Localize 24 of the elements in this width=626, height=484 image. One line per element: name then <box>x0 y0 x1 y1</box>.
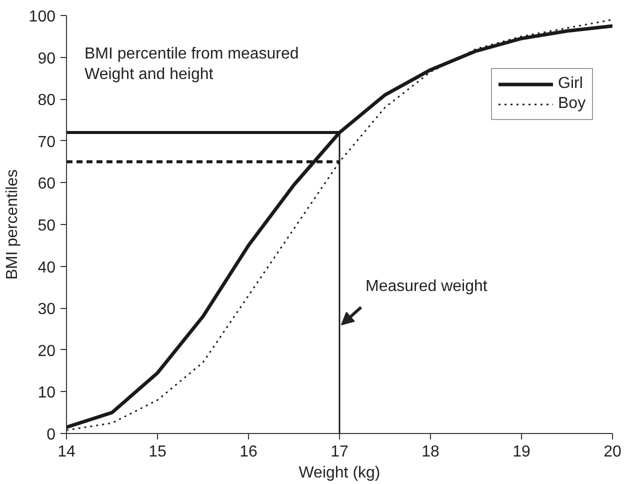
y-tick-label: 60 <box>38 176 56 193</box>
y-tick-label: 80 <box>38 92 56 110</box>
annotation: Measured weight <box>366 278 488 295</box>
annotation: BMI percentile from measured Weight and height <box>84 46 299 83</box>
x-tick-label: 18 <box>422 444 440 460</box>
y-tick-label: 50 <box>38 218 56 234</box>
y-tick-label: 30 <box>38 301 56 318</box>
x-tick-label: 20 <box>604 444 622 460</box>
y-tick-label: 20 <box>38 342 56 360</box>
y-axis-title: BMI percentiles <box>4 169 21 280</box>
y-tick-label: 100 <box>28 8 56 26</box>
y-tick-label: 70 <box>38 134 56 151</box>
x-axis-title: Weight (kg) <box>298 464 380 482</box>
x-tick-label: 17 <box>330 444 348 460</box>
legend-label: Girl <box>558 75 583 93</box>
x-tick-label: 19 <box>512 444 530 460</box>
y-tick-label: 90 <box>38 50 56 68</box>
x-tick-label: 16 <box>240 444 258 460</box>
x-tick-label: 15 <box>148 444 166 460</box>
x-tick-label: 14 <box>58 444 76 460</box>
y-tick-label: 0 <box>46 426 56 444</box>
y-tick-label: 10 <box>38 384 56 402</box>
y-tick-label: 40 <box>38 259 56 276</box>
legend-label: Boy <box>558 95 586 113</box>
